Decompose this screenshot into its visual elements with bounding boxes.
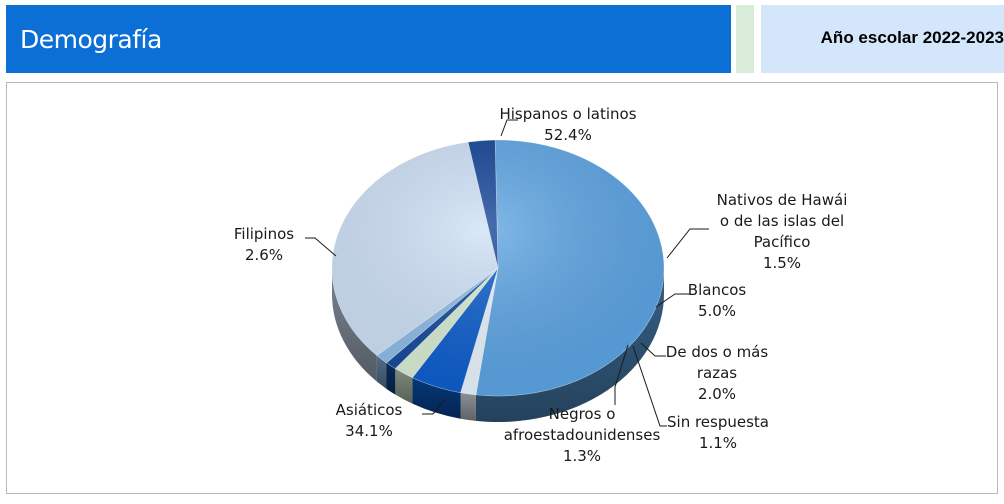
label-line: 1.1% xyxy=(699,434,737,452)
label-de-dos-o-mas-razas: De dos o más razas 2.0% xyxy=(666,343,769,403)
label-line: Filipinos xyxy=(234,225,294,243)
pie-gloss xyxy=(332,140,664,396)
label-line: 2.0% xyxy=(698,385,736,403)
label-line: De dos o más xyxy=(666,343,769,361)
page-title: Demografía xyxy=(20,25,162,54)
leader-negros-o-afroestadounidenses xyxy=(614,344,629,405)
header-year-bar: Año escolar 2022-2023 xyxy=(761,5,1004,73)
side-shade-blancos xyxy=(412,377,461,419)
label-asiaticos: Asiáticos 34.1% xyxy=(336,401,403,440)
header-divider-2 xyxy=(754,5,761,73)
leader-de-dos-o-mas-razas xyxy=(640,342,666,357)
side-shade-de-dos-o-mas-razas xyxy=(395,368,413,404)
school-year-label: Año escolar 2022-2023 xyxy=(820,28,1004,47)
label-line: Negros o xyxy=(549,405,616,423)
label-line: 1.5% xyxy=(763,254,801,272)
label-hispanos-o-latinos: Hispanos o latinos 52.4% xyxy=(499,105,636,144)
label-line: Asiáticos xyxy=(336,401,403,419)
label-line: o de las islas del xyxy=(720,212,844,230)
leader-blancos xyxy=(655,293,689,308)
side-shade-asiaticos xyxy=(332,268,377,382)
header-accent-stripe xyxy=(736,5,754,73)
label-filipinos: Filipinos 2.6% xyxy=(234,225,294,264)
slice-labels: Hispanos o latinos 52.4% Nativos de Hawái o… xyxy=(234,105,847,465)
leader-hispanos-o-latinos xyxy=(500,119,518,137)
pie-side-wall xyxy=(332,268,664,422)
leader-nativos-de-hawai-o-de-las-islas-del-pacifico xyxy=(666,228,709,259)
leader-filipinos xyxy=(305,237,337,257)
label-line: 52.4% xyxy=(544,126,592,144)
side-shade-sin-respuesta xyxy=(386,362,396,395)
label-blancos: Blancos 5.0% xyxy=(688,281,747,320)
label-nativos-de-hawai-o-de-las-islas-del-pacifico: Nativos de Hawái o de las islas del Pacífi… xyxy=(717,191,848,272)
label-line: Hispanos o latinos xyxy=(499,105,636,123)
label-line: 2.6% xyxy=(245,246,283,264)
leader-lines xyxy=(305,119,709,427)
side-shade-nativos-de-hawai-o-de-las-islas-del-pacifico xyxy=(460,392,476,421)
label-line: razas xyxy=(697,364,737,382)
pie-top-face xyxy=(331,139,665,397)
header-divider xyxy=(731,5,736,73)
leader-asiaticos xyxy=(422,398,447,415)
label-line: 5.0% xyxy=(698,302,736,320)
label-line: Nativos de Hawái xyxy=(717,191,848,209)
label-line: Sin respuesta xyxy=(667,413,769,431)
leader-sin-respuesta xyxy=(632,345,667,427)
label-line: Pacífico xyxy=(754,233,811,251)
label-line: afroestadounidenses xyxy=(504,426,661,444)
label-negros-o-afroestadounidenses: Negros o afroestadounidenses 1.3% xyxy=(504,405,661,465)
label-sin-respuesta: Sin respuesta 1.1% xyxy=(667,413,769,452)
side-shade-hispanos-o-latinos xyxy=(475,268,664,422)
label-line: 34.1% xyxy=(345,422,393,440)
label-line: Blancos xyxy=(688,281,747,299)
header-title-bar: Demografía xyxy=(6,5,731,73)
side-shade-negros-o-afroestadounidenses xyxy=(376,355,387,389)
label-line: 1.3% xyxy=(563,447,601,465)
